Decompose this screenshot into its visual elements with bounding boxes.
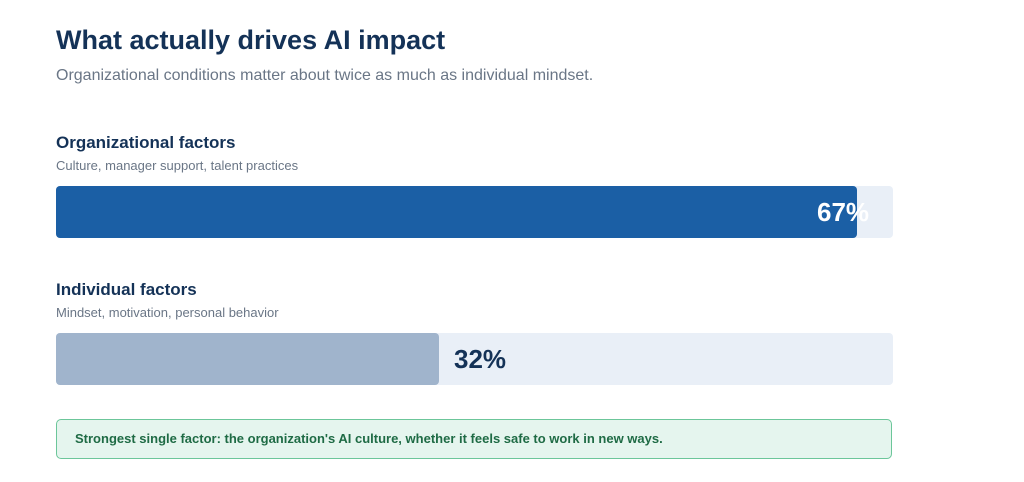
bar-individual: [56, 333, 439, 385]
bar-track-organizational: 67%: [56, 186, 893, 238]
bar-organizational: [56, 186, 857, 238]
data-label-individual: 32%: [454, 344, 507, 374]
insight-callout: Strongest single factor: the organizatio…: [56, 419, 892, 459]
category-label-organizational: Organizational factors: [56, 133, 236, 152]
page-title: What actually drives AI impact: [56, 25, 446, 55]
factor-organizational: Organizational factors Culture, manager …: [56, 132, 893, 238]
category-label-individual: Individual factors: [56, 280, 197, 299]
factor-individual: Individual factors Mindset, motivation, …: [56, 279, 893, 385]
page-subtitle: Organizational conditions matter about t…: [56, 67, 594, 84]
data-label-organizational: 67%: [817, 197, 870, 227]
category-description-individual: Mindset, motivation, personal behavior: [56, 305, 279, 320]
category-description-organizational: Culture, manager support, talent practic…: [56, 158, 299, 173]
bar-track-individual: 32%: [56, 333, 893, 385]
